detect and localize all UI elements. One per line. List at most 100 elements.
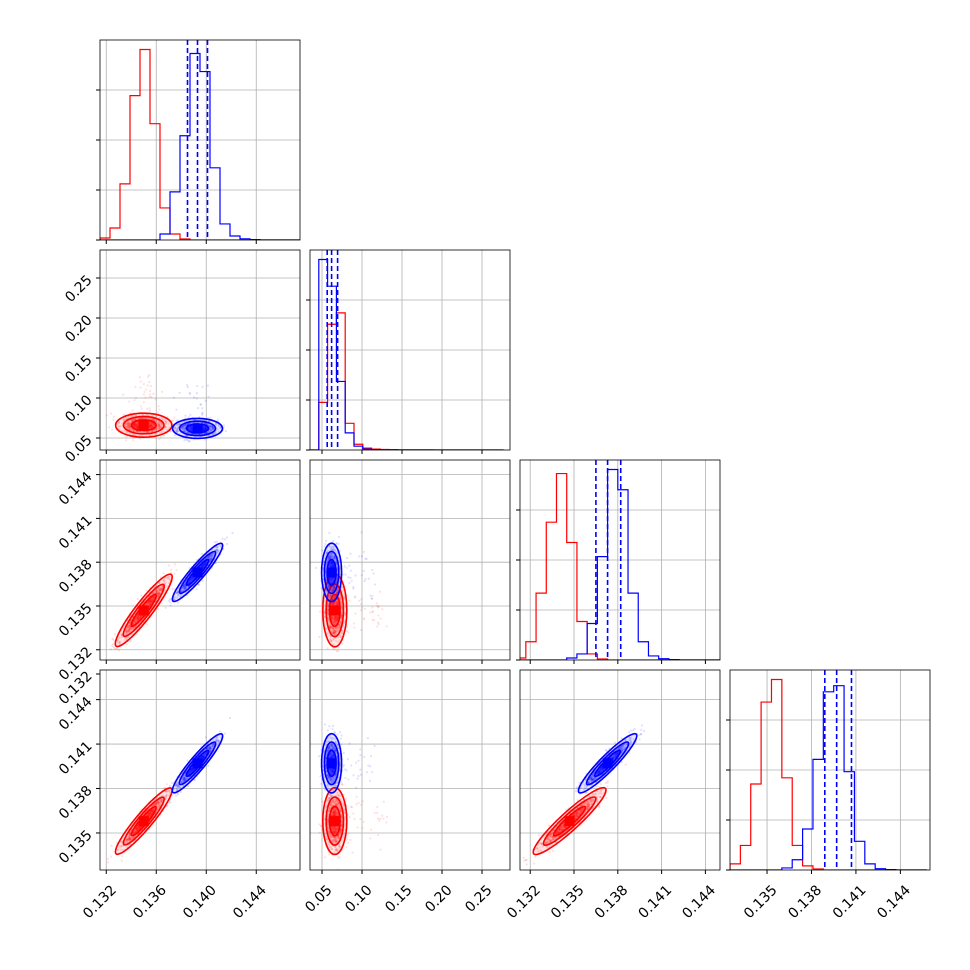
scatter-point <box>189 427 192 430</box>
scatter-point <box>158 581 161 584</box>
scatter-point <box>137 616 140 620</box>
scatter-point <box>178 391 181 395</box>
scatter-point <box>129 427 132 430</box>
scatter-point <box>136 424 139 427</box>
scatter-point <box>145 622 148 626</box>
scatter-point <box>123 638 126 642</box>
scatter-point <box>335 649 338 653</box>
scatter-point <box>150 600 153 603</box>
scatter-point <box>209 428 212 431</box>
scatter-point <box>201 411 204 414</box>
scatter-point <box>112 645 115 648</box>
scatter-point <box>174 427 177 430</box>
scatter-point <box>133 399 136 402</box>
scatter-point <box>180 426 183 430</box>
scatter-point <box>349 576 352 580</box>
scatter-point <box>149 600 152 603</box>
scatter-point <box>109 648 112 651</box>
scatter-point <box>216 418 219 421</box>
scatter-point <box>158 588 162 591</box>
scatter-point <box>150 599 154 602</box>
y-tick-label: 0.135 <box>56 600 96 640</box>
scatter-point <box>204 426 207 429</box>
scatter-point <box>125 630 128 633</box>
scatter-point <box>151 425 154 429</box>
scatter-point <box>208 425 211 428</box>
scatter-point <box>124 424 127 427</box>
scatter-point <box>137 423 140 426</box>
scatter-point <box>149 598 152 602</box>
scatter-point <box>150 599 153 602</box>
scatter-point <box>127 628 131 631</box>
scatter-point <box>128 626 131 629</box>
scatter-point <box>111 637 114 640</box>
scatter-point <box>190 427 193 430</box>
scatter-point <box>134 418 137 421</box>
scatter-point <box>134 423 137 426</box>
scatter-point <box>211 425 214 428</box>
scatter-point <box>163 578 166 582</box>
scatter-point <box>113 646 116 650</box>
scatter-point <box>128 626 131 629</box>
scatter-point <box>138 437 142 440</box>
scatter-point <box>149 424 152 428</box>
scatter-point <box>134 423 137 426</box>
scatter-point <box>155 427 158 430</box>
scatter-point <box>318 610 322 613</box>
scatter-point <box>160 423 164 426</box>
scatter-point <box>127 630 131 633</box>
scatter-point <box>135 617 138 620</box>
scatter-point <box>125 643 128 646</box>
scatter-point <box>129 426 132 430</box>
scatter-point <box>120 633 123 637</box>
scatter-point <box>174 429 178 432</box>
scatter-point <box>182 427 185 430</box>
histogram-blue <box>310 258 504 450</box>
scatter-point <box>202 427 206 430</box>
scatter-point <box>149 601 153 604</box>
scatter-point <box>131 419 135 422</box>
scatter-point <box>151 592 155 595</box>
scatter-point <box>149 424 153 427</box>
scatter-point <box>111 428 114 431</box>
scatter-point <box>165 428 169 432</box>
scatter-point <box>136 426 139 429</box>
scatter-point <box>125 435 128 438</box>
scatter-point <box>364 578 367 581</box>
y-tick-label: 0.20 <box>62 312 95 345</box>
scatter-point <box>176 428 179 431</box>
scatter-point <box>202 427 205 430</box>
scatter-point <box>127 628 130 632</box>
scatter-point <box>149 602 152 606</box>
scatter-point <box>136 614 139 617</box>
scatter-point <box>183 424 187 427</box>
scatter-point <box>150 599 153 602</box>
scatter-point <box>354 612 357 615</box>
scatter-point <box>183 430 186 433</box>
scatter-point <box>147 601 151 605</box>
scatter-point <box>181 426 184 429</box>
scatter-point <box>377 614 380 617</box>
scatter-point <box>364 607 367 611</box>
scatter-point <box>158 593 161 596</box>
scatter-point <box>187 431 190 434</box>
scatter-point <box>150 600 153 603</box>
scatter-point <box>200 552 203 556</box>
scatter-point <box>352 622 356 625</box>
scatter-point <box>151 423 155 426</box>
scatter-point <box>215 540 218 543</box>
scatter-point <box>116 644 119 647</box>
scatter-point <box>136 426 139 429</box>
scatter-point <box>150 422 153 425</box>
scatter-point <box>189 429 193 432</box>
scatter-point <box>137 618 140 621</box>
scatter-point <box>149 424 152 427</box>
scatter-point <box>167 576 170 579</box>
scatter-point <box>167 422 170 425</box>
scatter-point <box>204 427 207 430</box>
scatter-point <box>187 439 191 443</box>
scatter-point <box>318 635 321 639</box>
scatter-point <box>133 425 136 428</box>
scatter-point <box>141 417 144 420</box>
scatter-point <box>147 602 150 606</box>
